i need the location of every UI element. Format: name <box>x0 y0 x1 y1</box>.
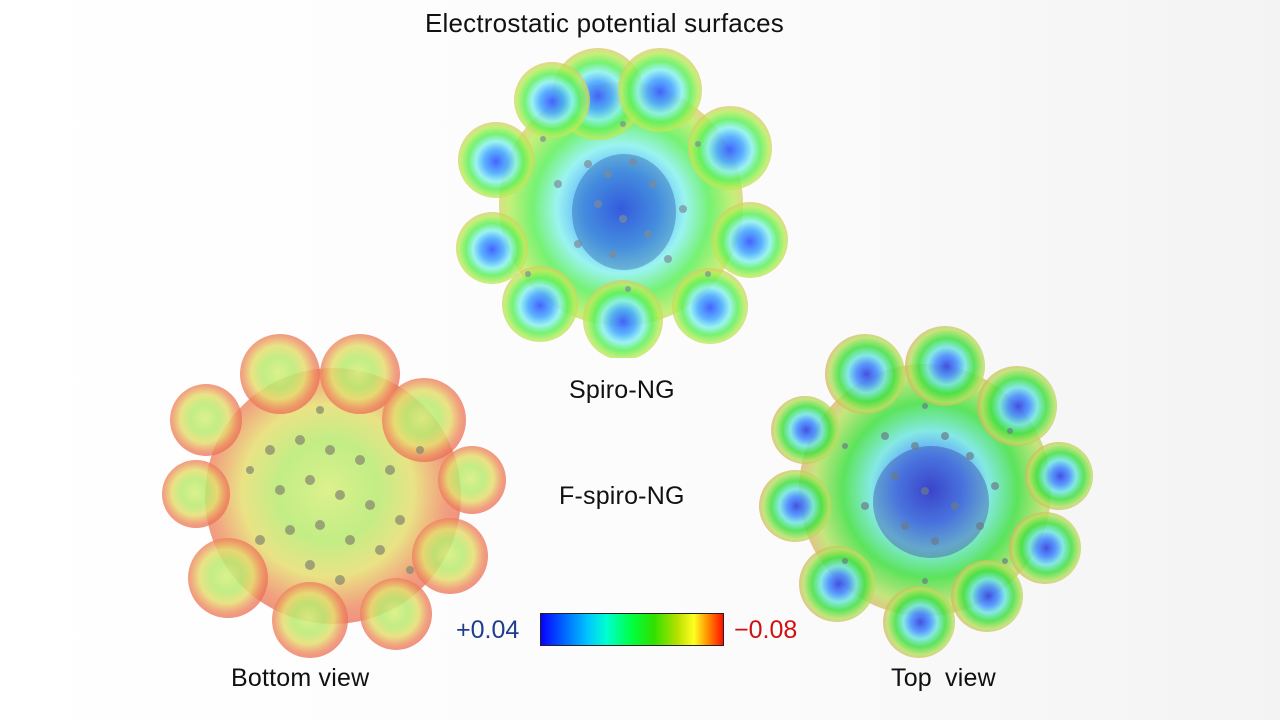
f-spiro-ng-top-view-surface <box>759 326 1093 658</box>
f-spiro-ng-bottom-view-surface <box>162 334 506 658</box>
color-scale-bar <box>540 613 724 646</box>
f-spiro-ng-label: F-spiro-NG <box>559 482 685 510</box>
page-title: Electrostatic potential surfaces <box>425 8 785 38</box>
spiro-ng-esp-surface <box>456 48 788 358</box>
bottom-view-label: Bottom view <box>231 664 370 692</box>
scale-max-label: −0.08 <box>734 616 798 644</box>
scale-min-label: +0.04 <box>456 616 520 644</box>
top-view-label: Top view <box>891 664 996 692</box>
spiro-ng-label: Spiro-NG <box>569 376 675 404</box>
